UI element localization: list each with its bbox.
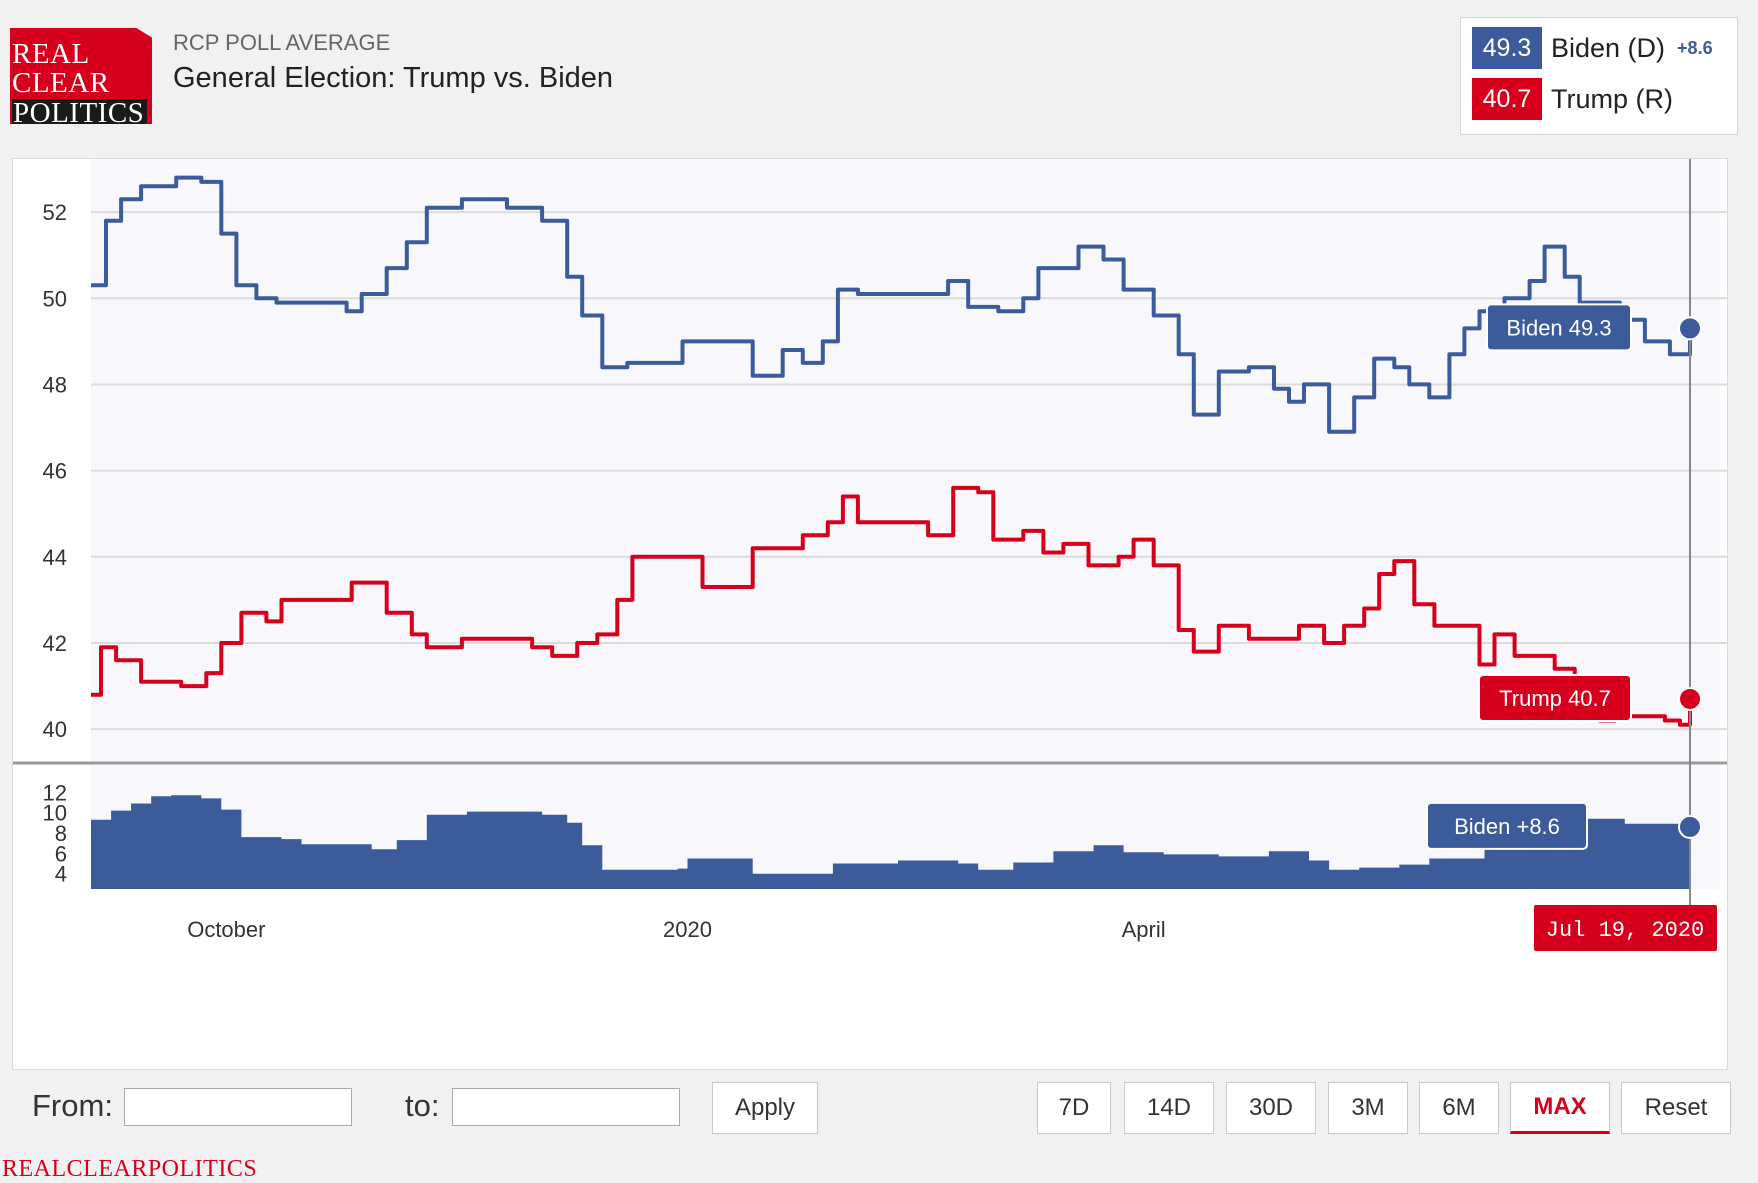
legend-spread-biden: +8.6 — [1677, 37, 1713, 58]
range-14d-button[interactable]: 14D — [1124, 1082, 1214, 1134]
rcp-logo[interactable]: REAL CLEAR POLITICS — [10, 28, 152, 124]
range-3m-button[interactable]: 3M — [1328, 1082, 1408, 1134]
to-label: to: — [405, 1088, 440, 1123]
spread-tick-label: 6 — [55, 841, 67, 866]
x-tick-label: 2020 — [663, 917, 712, 942]
logo-line-1: REAL — [12, 38, 90, 70]
range-7d-button[interactable]: 7D — [1037, 1082, 1111, 1134]
tooltip-trump-box — [1478, 673, 1632, 722]
x-tick-label: October — [187, 917, 265, 942]
legend-item-biden[interactable]: 49.3 Biden (D) +8.6 — [1472, 27, 1713, 69]
tooltip-trump-label: Trump 40.7 — [1499, 686, 1611, 711]
footer-brand[interactable]: REALCLEARPOLITICS — [2, 1156, 258, 1182]
range-max-button[interactable]: MAX — [1510, 1082, 1610, 1134]
legend-value-trump: 40.7 — [1472, 78, 1542, 120]
y-tick-label: 44 — [43, 545, 67, 570]
logo-line-3: POLITICS — [12, 99, 148, 124]
from-label: From: — [32, 1088, 113, 1123]
y-tick-label: 48 — [43, 372, 67, 397]
chart-kicker: RCP POLL AVERAGE — [173, 30, 391, 55]
legend-item-trump[interactable]: 40.7 Trump (R) — [1472, 78, 1673, 120]
tooltip-biden-label: Biden 49.3 — [1506, 315, 1611, 340]
apply-button[interactable]: Apply — [712, 1082, 818, 1134]
spread-tick-label: 12 — [43, 780, 67, 805]
point-marker-trump[interactable] — [1678, 686, 1702, 711]
to-date-input[interactable] — [452, 1088, 680, 1126]
y-tick-label: 46 — [43, 459, 67, 484]
logo-line-2: CLEAR — [12, 67, 110, 99]
spread-area-biden[interactable] — [91, 795, 1690, 889]
cursor-date-label: Jul 19, 2020 — [1546, 918, 1704, 943]
legend-value-biden: 49.3 — [1472, 27, 1542, 69]
chart-title: General Election: Trump vs. Biden — [173, 62, 614, 94]
tooltip-spread-label: Biden +8.6 — [1454, 814, 1560, 839]
series-line-trump[interactable] — [91, 485, 1692, 727]
from-date-input[interactable] — [124, 1088, 352, 1126]
legend-box: 49.3 Biden (D) +8.6 40.7 Trump (R) — [1460, 17, 1738, 135]
chart-panel: 52 50 48 46 44 42 40 12 10 8 6 4 Biden 49.3 Trump 40.… — [12, 158, 1728, 1070]
tooltip-biden-box — [1486, 303, 1632, 352]
spread-tick-label: 10 — [43, 801, 67, 826]
legend-name-trump: Trump (R) — [1551, 83, 1673, 114]
cursor-date-badge — [1534, 905, 1717, 951]
y-tick-label: 40 — [43, 717, 67, 742]
range-controls: From: to: Apply 7D 14D 30D 3M 6M MAX Res… — [12, 1070, 1731, 1148]
point-marker-spread[interactable] — [1678, 814, 1702, 839]
tooltip-spread-box — [1426, 801, 1588, 850]
legend-name-biden: Biden (D) — [1551, 32, 1666, 63]
spread-tick-label: 4 — [55, 862, 67, 887]
reset-button[interactable]: Reset — [1621, 1082, 1731, 1134]
series-line-biden[interactable] — [91, 175, 1692, 434]
y-tick-label: 42 — [43, 631, 67, 656]
y-tick-label: 50 — [43, 286, 67, 311]
range-30d-button[interactable]: 30D — [1226, 1082, 1316, 1134]
point-marker-biden[interactable] — [1678, 316, 1702, 341]
y-tick-label: 52 — [43, 200, 67, 225]
spread-tick-label: 8 — [55, 821, 67, 846]
range-6m-button[interactable]: 6M — [1419, 1082, 1499, 1134]
x-tick-label: April — [1122, 917, 1166, 942]
chart-header: REAL CLEAR POLITICS RCP POLL AVERAGE Gen… — [0, 0, 1758, 150]
